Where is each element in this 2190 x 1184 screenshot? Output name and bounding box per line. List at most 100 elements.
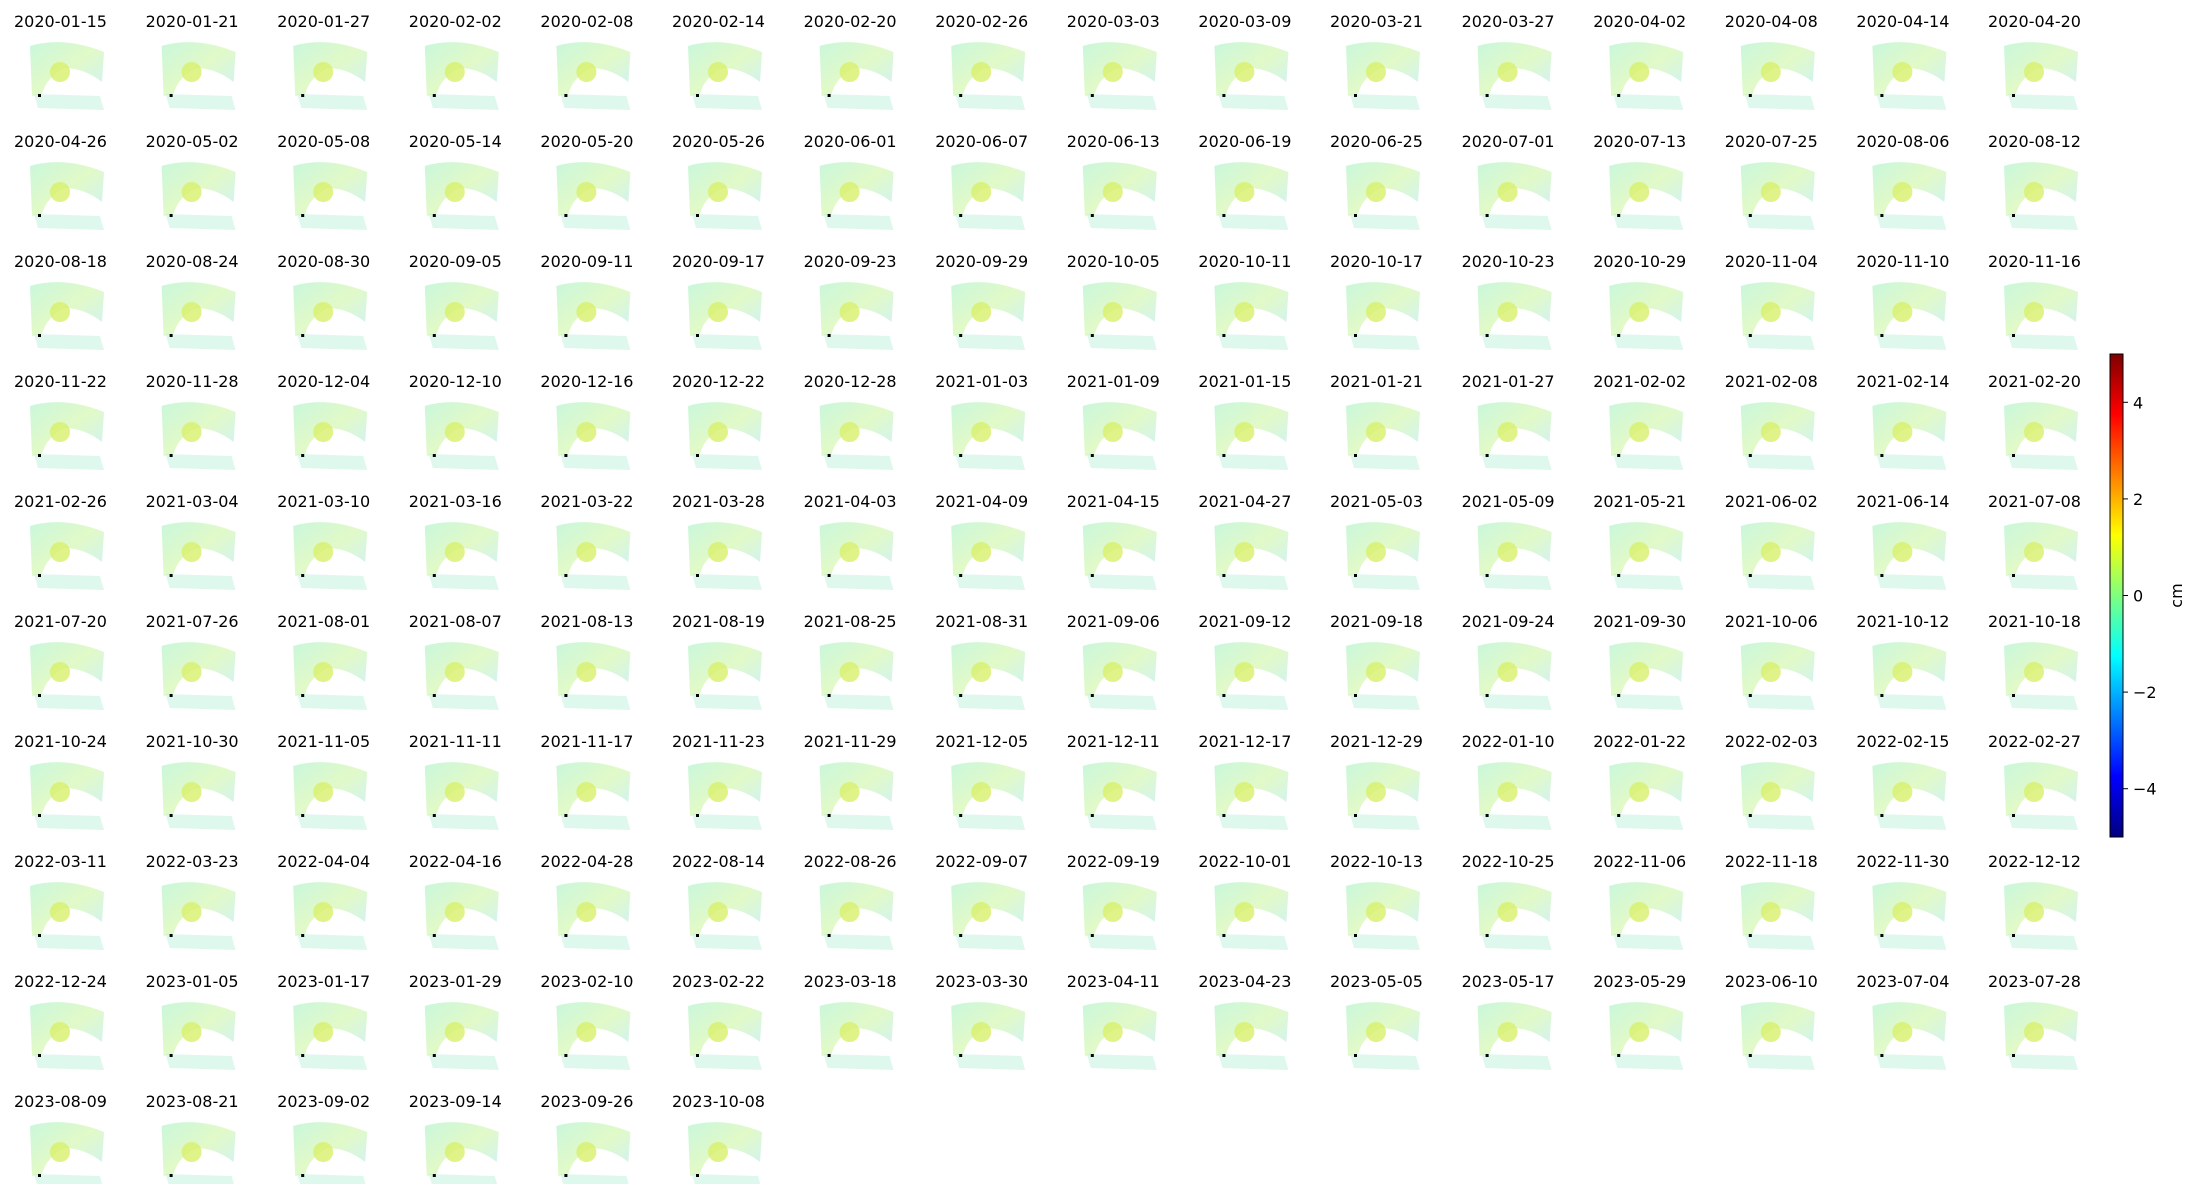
panel-title: 2020-06-19 bbox=[1198, 132, 1291, 151]
panel-title: 2020-04-08 bbox=[1725, 12, 1818, 31]
map-image bbox=[1477, 402, 1552, 470]
map-panel: 2021-09-18 bbox=[1330, 612, 1423, 710]
map-panel: 2020-09-05 bbox=[409, 252, 502, 350]
map-panel: 2020-08-24 bbox=[146, 252, 239, 350]
map-image bbox=[30, 402, 104, 470]
panel-title: 2021-12-05 bbox=[935, 732, 1028, 751]
map-image bbox=[1477, 522, 1552, 590]
panel-title: 2020-05-02 bbox=[146, 132, 239, 151]
map-panel: 2020-05-08 bbox=[277, 132, 370, 230]
map-image bbox=[293, 402, 368, 470]
colorbar: −4 −2 0 2 4 cm bbox=[2109, 353, 2186, 838]
map-image bbox=[1740, 762, 1815, 830]
panel-title: 2021-03-28 bbox=[672, 492, 765, 511]
map-image bbox=[1872, 522, 1947, 590]
panel-title: 2020-09-11 bbox=[540, 252, 633, 271]
map-panel: 2022-04-28 bbox=[540, 852, 633, 950]
map-image bbox=[161, 162, 236, 230]
panel-title: 2023-02-10 bbox=[540, 972, 633, 991]
map-image bbox=[2004, 282, 2078, 350]
map-image bbox=[293, 282, 368, 350]
panel-title: 2020-04-20 bbox=[1988, 12, 2081, 31]
map-image bbox=[1609, 762, 1684, 830]
map-panel: 2020-09-29 bbox=[935, 252, 1028, 350]
map-panel: 2021-10-18 bbox=[1988, 612, 2081, 710]
panel-title: 2021-11-29 bbox=[804, 732, 897, 751]
map-panel: 2020-08-30 bbox=[277, 252, 370, 350]
panel-title: 2020-12-28 bbox=[804, 372, 897, 391]
map-image bbox=[161, 1002, 236, 1070]
map-panel: 2021-12-11 bbox=[1067, 732, 1160, 830]
map-panel: 2021-08-25 bbox=[804, 612, 897, 710]
map-panel: 2020-04-14 bbox=[1856, 12, 1949, 110]
map-panel: 2020-09-11 bbox=[540, 252, 633, 350]
panel-title: 2023-04-23 bbox=[1198, 972, 1291, 991]
map-panel: 2023-06-10 bbox=[1725, 972, 1818, 1070]
panel-title: 2020-07-13 bbox=[1593, 132, 1686, 151]
panel-title: 2021-03-16 bbox=[409, 492, 502, 511]
map-image bbox=[424, 282, 499, 350]
panel-title: 2021-10-12 bbox=[1856, 612, 1949, 631]
panel-title: 2022-11-06 bbox=[1593, 852, 1686, 871]
panel-title: 2022-09-07 bbox=[935, 852, 1028, 871]
map-panel: 2020-11-16 bbox=[1988, 252, 2081, 350]
panel-title: 2020-10-29 bbox=[1593, 252, 1686, 271]
panel-title: 2020-02-02 bbox=[409, 12, 502, 31]
map-panel: 2023-01-29 bbox=[409, 972, 502, 1070]
map-image bbox=[556, 1122, 631, 1184]
map-image bbox=[951, 1002, 1026, 1070]
map-image bbox=[1609, 642, 1684, 710]
map-image bbox=[424, 1002, 499, 1070]
map-image bbox=[951, 402, 1026, 470]
panel-title: 2022-03-23 bbox=[146, 852, 239, 871]
map-panel: 2021-07-08 bbox=[1988, 492, 2081, 590]
panel-title: 2020-03-21 bbox=[1330, 12, 1423, 31]
map-image bbox=[1082, 282, 1157, 350]
map-image bbox=[2004, 42, 2078, 110]
map-panel: 2023-04-23 bbox=[1198, 972, 1291, 1070]
panel-title: 2023-07-28 bbox=[1988, 972, 2081, 991]
map-panel: 2022-04-04 bbox=[277, 852, 370, 950]
map-image bbox=[688, 1002, 762, 1070]
panel-title: 2023-08-21 bbox=[146, 1092, 239, 1111]
map-image bbox=[2004, 1002, 2078, 1070]
map-panel: 2020-07-25 bbox=[1725, 132, 1818, 230]
panel-title: 2021-04-03 bbox=[804, 492, 897, 511]
map-panel: 2020-10-11 bbox=[1198, 252, 1291, 350]
map-image bbox=[1346, 1002, 1420, 1070]
map-panel: 2023-01-05 bbox=[146, 972, 239, 1070]
map-panel: 2021-12-29 bbox=[1330, 732, 1423, 830]
map-image bbox=[1872, 1002, 1947, 1070]
map-panel: 2021-05-21 bbox=[1593, 492, 1686, 590]
map-panel: 2021-10-06 bbox=[1725, 612, 1818, 710]
map-image bbox=[1872, 42, 1947, 110]
panel-title: 2020-09-05 bbox=[409, 252, 502, 271]
colorbar-tick-label: −2 bbox=[2133, 683, 2157, 702]
map-image bbox=[1082, 762, 1157, 830]
map-panel: 2021-05-09 bbox=[1462, 492, 1555, 590]
map-panel: 2021-12-17 bbox=[1198, 732, 1291, 830]
map-panel: 2021-08-31 bbox=[935, 612, 1028, 710]
map-panel: 2021-04-27 bbox=[1198, 492, 1291, 590]
map-image bbox=[1214, 162, 1289, 230]
map-image bbox=[1082, 1002, 1157, 1070]
colorbar-label: cm bbox=[2167, 583, 2186, 607]
panel-title: 2021-01-09 bbox=[1067, 372, 1160, 391]
panel-title: 2020-10-11 bbox=[1198, 252, 1291, 271]
map-image bbox=[293, 882, 368, 950]
map-panel: 2020-11-10 bbox=[1856, 252, 1949, 350]
map-panel: 2022-08-26 bbox=[804, 852, 897, 950]
map-image bbox=[1346, 762, 1420, 830]
panel-title: 2020-01-27 bbox=[277, 12, 370, 31]
map-image bbox=[688, 402, 762, 470]
map-image bbox=[556, 42, 631, 110]
map-image bbox=[424, 762, 499, 830]
map-image bbox=[819, 42, 894, 110]
colorbar-tick-label: 2 bbox=[2133, 490, 2143, 509]
panel-title: 2021-04-15 bbox=[1067, 492, 1160, 511]
panel-title: 2022-01-22 bbox=[1593, 732, 1686, 751]
map-panel: 2021-03-28 bbox=[672, 492, 765, 590]
map-image bbox=[161, 642, 236, 710]
panel-title: 2021-11-17 bbox=[540, 732, 633, 751]
panel-title: 2020-10-23 bbox=[1462, 252, 1555, 271]
